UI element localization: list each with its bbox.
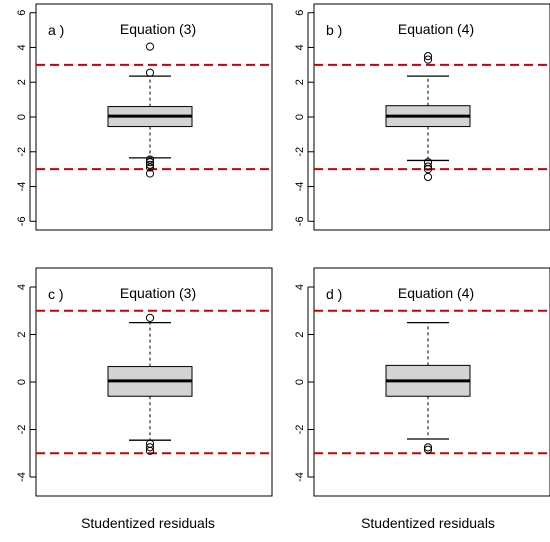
y-tick-label: -4 bbox=[16, 472, 28, 482]
panel-title: Equation (3) bbox=[120, 21, 196, 37]
outlier-point bbox=[423, 52, 433, 61]
y-tick-label: 2 bbox=[294, 79, 306, 85]
y-tick-label: 4 bbox=[294, 284, 306, 290]
outlier-point bbox=[423, 443, 433, 452]
y-tick-label: 4 bbox=[294, 44, 306, 50]
outlier-point bbox=[145, 169, 155, 178]
y-tick-label: 2 bbox=[16, 331, 28, 337]
panel-title: Equation (4) bbox=[398, 285, 474, 301]
panel-label: c ) bbox=[48, 286, 64, 302]
y-tick-label: 4 bbox=[16, 284, 28, 290]
outlier-point bbox=[145, 155, 155, 164]
y-tick-label: 6 bbox=[294, 10, 306, 16]
panel-3: -4 -2 0 2 4 d ) Equation (4) bbox=[294, 267, 550, 497]
y-tick-label: 0 bbox=[16, 114, 28, 120]
panel-title: Equation (3) bbox=[120, 285, 196, 301]
panel-2: -4 -2 0 2 4 c ) Equation (3) bbox=[16, 267, 273, 497]
panel-title: Equation (4) bbox=[398, 21, 474, 37]
panel-label: b ) bbox=[326, 22, 342, 38]
outlier-point bbox=[145, 68, 155, 77]
y-tick-label: 2 bbox=[16, 79, 28, 85]
y-tick-label: 6 bbox=[16, 10, 28, 16]
outlier-point bbox=[145, 163, 155, 172]
y-tick-label: -2 bbox=[294, 425, 306, 435]
y-tick-label: -2 bbox=[294, 147, 306, 157]
panel-0: -6 -4 -2 0 2 4 6 a ) Equation (3) bbox=[16, 3, 273, 231]
outlier-point bbox=[145, 158, 155, 167]
outlier-point bbox=[145, 42, 155, 51]
y-tick-label: -2 bbox=[16, 425, 28, 435]
y-tick-label: 0 bbox=[294, 114, 306, 120]
y-tick-label: 4 bbox=[16, 44, 28, 50]
y-tick-label: -2 bbox=[16, 147, 28, 157]
y-tick-label: 2 bbox=[294, 331, 306, 337]
outlier-point bbox=[423, 55, 433, 64]
panel-label: a ) bbox=[48, 22, 64, 38]
outlier-point bbox=[423, 165, 433, 174]
y-tick-label: -6 bbox=[294, 216, 306, 226]
outlier-point bbox=[423, 162, 433, 171]
panels-layer: -6 -4 -2 0 2 4 6 a ) Equation (3) -6 -4 -2 0 2 4 6 b ) Eq… bbox=[16, 3, 550, 497]
panel-label: d ) bbox=[326, 286, 342, 302]
y-tick-label: 0 bbox=[16, 379, 28, 385]
outlier-point bbox=[145, 443, 155, 452]
outlier-point bbox=[423, 172, 433, 182]
y-tick-label: 0 bbox=[294, 379, 306, 385]
y-tick-label: -4 bbox=[294, 472, 306, 482]
y-tick-label: -4 bbox=[294, 182, 306, 192]
panel-1: -6 -4 -2 0 2 4 6 b ) Equation (4) bbox=[294, 3, 550, 231]
x-caption-left: Studentized residuals bbox=[81, 515, 215, 531]
x-caption-right: Studentized residuals bbox=[361, 515, 495, 531]
y-tick-label: -6 bbox=[16, 216, 28, 226]
outlier-point bbox=[423, 445, 433, 454]
outlier-point bbox=[145, 313, 155, 322]
outlier-point bbox=[145, 446, 155, 455]
y-tick-label: -4 bbox=[16, 182, 28, 192]
outlier-point bbox=[145, 160, 155, 169]
